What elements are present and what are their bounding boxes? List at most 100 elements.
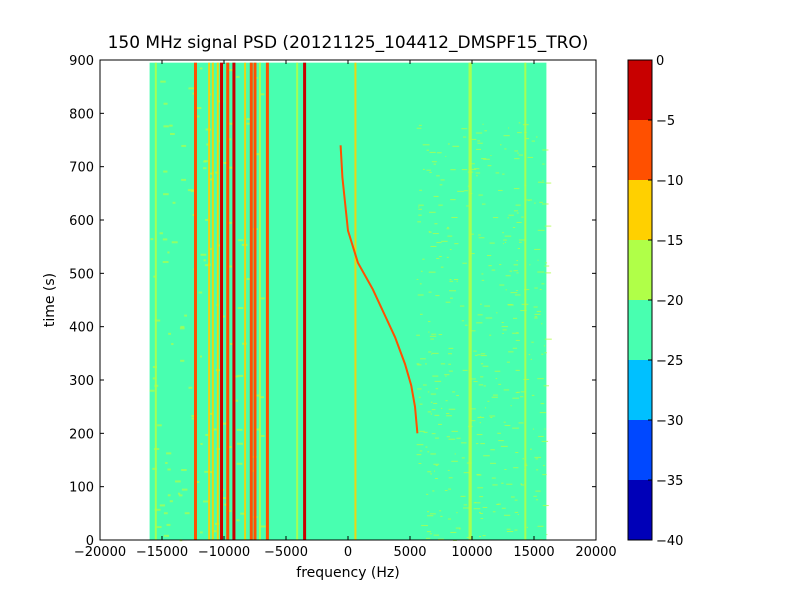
y-tick-label: 200 xyxy=(69,427,94,442)
y-tick-label: 300 xyxy=(69,374,94,389)
noise-speck xyxy=(230,342,234,345)
noise-speck xyxy=(542,474,547,476)
noise-speck xyxy=(506,528,511,530)
noise-speck xyxy=(449,249,452,251)
noise-speck xyxy=(479,496,484,498)
noise-speck xyxy=(514,150,519,152)
noise-speck xyxy=(436,152,442,154)
noise-speck xyxy=(428,271,436,273)
noise-speck xyxy=(483,385,486,387)
noise-speck xyxy=(482,365,489,367)
noise-speck xyxy=(427,391,430,393)
spectral-line-strong xyxy=(253,62,257,541)
noise-speck xyxy=(529,264,531,266)
noise-speck xyxy=(448,370,453,372)
noise-speck xyxy=(181,468,187,471)
noise-speck xyxy=(426,493,429,495)
noise-speck xyxy=(479,512,481,514)
noise-speck xyxy=(416,334,420,336)
noise-speck xyxy=(159,232,163,235)
spectral-line xyxy=(211,62,214,541)
noise-speck xyxy=(456,437,461,439)
noise-speck xyxy=(541,283,545,285)
noise-speck xyxy=(450,169,456,171)
noise-speck xyxy=(485,317,493,319)
noise-speck xyxy=(491,477,496,479)
noise-speck xyxy=(484,130,488,132)
noise-speck xyxy=(181,488,188,491)
noise-speck xyxy=(178,494,183,497)
noise-speck xyxy=(482,506,488,508)
noise-speck xyxy=(433,195,439,197)
noise-speck xyxy=(196,107,202,110)
noise-speck xyxy=(167,251,170,254)
noise-speck xyxy=(510,496,515,498)
noise-speck xyxy=(229,122,234,125)
noise-speck xyxy=(432,233,439,235)
noise-speck xyxy=(217,244,222,247)
colorbar-segment xyxy=(628,120,652,180)
noise-speck xyxy=(495,378,498,380)
noise-speck xyxy=(515,392,519,394)
noise-speck xyxy=(506,361,510,363)
noise-speck xyxy=(544,352,547,354)
noise-speck xyxy=(203,160,207,163)
noise-speck xyxy=(515,369,520,371)
noise-speck xyxy=(516,290,518,292)
noise-speck xyxy=(461,320,465,322)
colorbar-tick-label: −25 xyxy=(656,354,683,369)
noise-speck xyxy=(519,241,522,243)
x-tick-label: −10000 xyxy=(198,545,250,560)
noise-speck xyxy=(236,442,243,445)
noise-speck xyxy=(259,396,264,399)
noise-speck xyxy=(521,484,525,486)
noise-speck xyxy=(167,468,171,471)
noise-speck xyxy=(476,175,478,177)
x-tick-label: 15000 xyxy=(513,545,554,560)
noise-speck xyxy=(537,259,539,261)
noise-speck xyxy=(237,374,244,377)
noise-speck xyxy=(199,355,203,358)
noise-speck xyxy=(480,353,486,355)
noise-speck xyxy=(255,428,261,431)
noise-speck xyxy=(452,391,456,393)
noise-speck xyxy=(470,233,474,235)
y-axis: 0 100 200 300 400 500 600 700 800 900 xyxy=(69,54,596,549)
noise-speck xyxy=(428,231,432,233)
noise-speck xyxy=(416,454,422,456)
noise-speck xyxy=(516,260,518,262)
noise-speck xyxy=(486,255,492,257)
noise-speck xyxy=(473,350,477,352)
noise-speck xyxy=(444,490,448,492)
noise-speck xyxy=(188,87,194,90)
noise-speck xyxy=(447,143,450,145)
noise-speck xyxy=(446,436,450,438)
noise-speck xyxy=(463,190,468,192)
noise-speck xyxy=(447,226,449,228)
colorbar-segment xyxy=(628,300,652,360)
noise-speck xyxy=(514,511,519,513)
noise-speck xyxy=(208,412,213,415)
noise-speck xyxy=(163,102,168,105)
noise-speck xyxy=(516,212,519,214)
noise-speck xyxy=(514,499,518,501)
noise-speck xyxy=(445,375,447,377)
noise-speck xyxy=(206,143,209,146)
noise-speck xyxy=(446,228,450,230)
noise-speck xyxy=(179,327,185,330)
noise-speck xyxy=(463,504,468,506)
chart-title: 150 MHz signal PSD (20121125_104412_DMSP… xyxy=(108,33,589,53)
noise-speck xyxy=(198,291,203,294)
noise-speck xyxy=(430,413,433,415)
noise-speck xyxy=(448,408,456,410)
noise-speck xyxy=(535,499,539,501)
colorbar-segment xyxy=(628,60,652,120)
noise-speck xyxy=(513,188,520,190)
noise-speck xyxy=(480,355,487,357)
noise-speck xyxy=(447,235,453,237)
noise-speck xyxy=(534,456,541,458)
noise-speck xyxy=(512,227,516,229)
spectral-line xyxy=(216,62,219,541)
y-tick-label: 500 xyxy=(69,267,94,282)
noise-speck xyxy=(499,264,502,266)
